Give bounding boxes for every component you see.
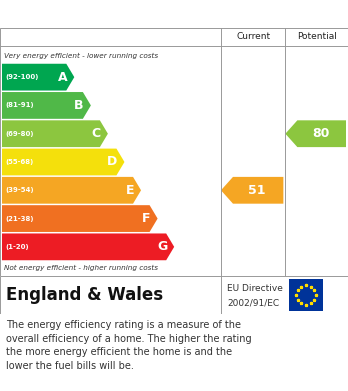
Text: (1-20): (1-20)	[5, 244, 29, 250]
Bar	[289, 279, 323, 311]
Text: The energy efficiency rating is a measure of the
overall efficiency of a home. T: The energy efficiency rating is a measur…	[6, 320, 252, 371]
Text: B: B	[74, 99, 84, 112]
Text: (81-91): (81-91)	[5, 102, 34, 108]
Text: (21-38): (21-38)	[5, 215, 33, 222]
Text: 2002/91/EC: 2002/91/EC	[227, 298, 279, 307]
Text: A: A	[58, 71, 67, 84]
Text: EU Directive: EU Directive	[227, 284, 283, 293]
Text: (69-80): (69-80)	[5, 131, 33, 137]
Polygon shape	[2, 233, 174, 260]
Polygon shape	[285, 120, 346, 147]
Text: E: E	[126, 184, 134, 197]
Text: Current: Current	[236, 32, 270, 41]
Polygon shape	[2, 149, 125, 176]
Text: (55-68): (55-68)	[5, 159, 33, 165]
Text: G: G	[157, 240, 167, 253]
Polygon shape	[2, 177, 141, 204]
Text: Potential: Potential	[297, 32, 337, 41]
Polygon shape	[2, 120, 108, 147]
Text: Energy Efficiency Rating: Energy Efficiency Rating	[8, 7, 210, 22]
Text: Not energy efficient - higher running costs: Not energy efficient - higher running co…	[4, 265, 158, 271]
Text: D: D	[107, 156, 118, 169]
Text: 51: 51	[248, 184, 266, 197]
Text: C: C	[92, 127, 101, 140]
Polygon shape	[2, 205, 158, 232]
Text: (39-54): (39-54)	[5, 187, 34, 193]
Text: 80: 80	[312, 127, 329, 140]
Text: Very energy efficient - lower running costs: Very energy efficient - lower running co…	[4, 53, 158, 59]
Polygon shape	[2, 64, 74, 91]
Text: (92-100): (92-100)	[5, 74, 38, 80]
Text: F: F	[142, 212, 151, 225]
Polygon shape	[221, 177, 283, 204]
Text: England & Wales: England & Wales	[6, 286, 163, 304]
Polygon shape	[2, 92, 91, 119]
